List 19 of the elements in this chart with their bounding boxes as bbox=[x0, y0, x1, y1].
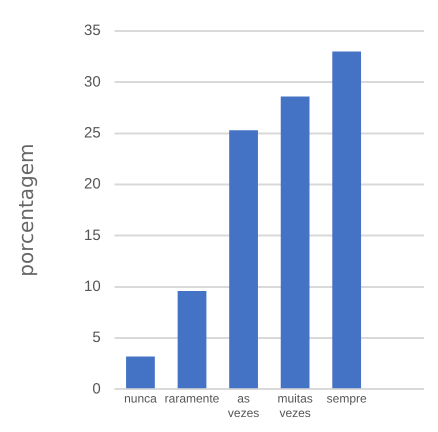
y-tick-label: 35 bbox=[84, 22, 101, 40]
x-tick-label: muitas vezes bbox=[277, 392, 313, 420]
y-tick-label: 30 bbox=[84, 73, 101, 90]
x-tick-label: as vezes bbox=[228, 392, 260, 420]
y-tick-label: 10 bbox=[84, 278, 101, 295]
bar bbox=[229, 130, 258, 388]
x-tick-label: sempre bbox=[326, 392, 368, 406]
y-tick-label: 25 bbox=[84, 124, 101, 142]
x-tick-label: raramente bbox=[164, 392, 220, 406]
bar bbox=[126, 356, 155, 388]
y-tick-label: 5 bbox=[92, 329, 101, 346]
x-tick-label: nunca bbox=[124, 392, 158, 406]
y-tick-label: 15 bbox=[84, 226, 101, 244]
y-axis-title: porcentagem bbox=[14, 143, 38, 277]
y-tick-label: 0 bbox=[92, 380, 101, 398]
y-tick-label: 20 bbox=[84, 176, 101, 193]
bar bbox=[332, 51, 362, 388]
bar bbox=[178, 290, 206, 388]
bar bbox=[280, 96, 310, 388]
